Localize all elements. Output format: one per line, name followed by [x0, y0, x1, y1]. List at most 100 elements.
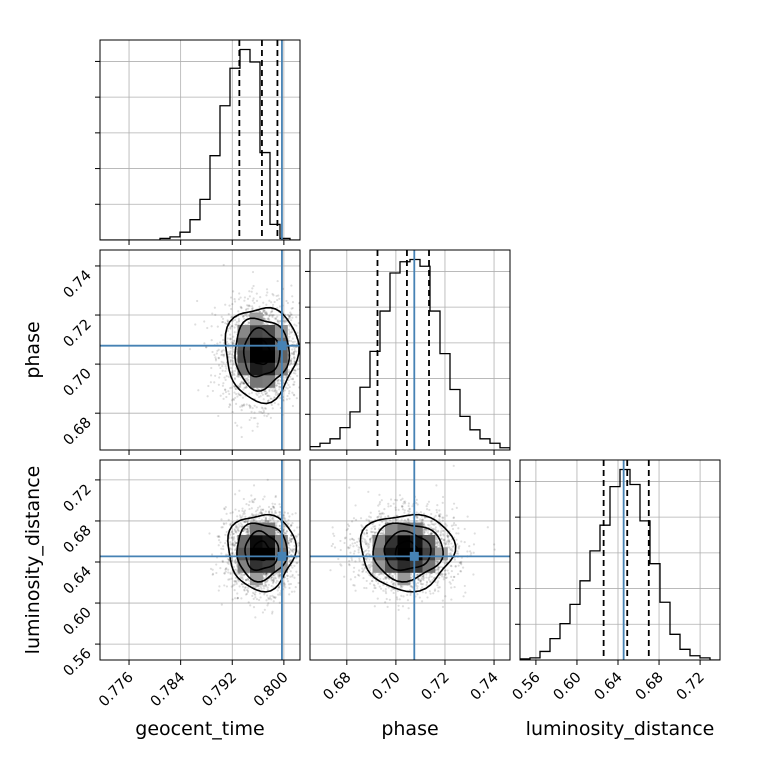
sample-point — [256, 394, 259, 397]
sample-point — [224, 567, 228, 570]
sample-point — [312, 372, 314, 374]
sample-point — [204, 346, 208, 349]
sample-point — [263, 390, 266, 393]
sample-point — [441, 573, 444, 576]
sample-point — [290, 284, 293, 287]
sample-point — [466, 515, 469, 518]
sample-point — [248, 304, 251, 308]
sample-point — [293, 590, 296, 593]
sample-point — [227, 405, 231, 409]
sample-point — [290, 540, 293, 543]
sample-point — [237, 392, 240, 395]
sample-point — [230, 585, 233, 588]
sample-point — [268, 388, 271, 391]
sample-point — [435, 568, 439, 571]
sample-point — [289, 359, 292, 362]
sample-point — [223, 572, 226, 575]
sample-point — [246, 376, 249, 379]
sample-point — [221, 384, 225, 387]
sample-point — [217, 534, 221, 538]
sample-point — [245, 528, 248, 531]
sample-point — [252, 297, 255, 300]
sample-point — [293, 357, 296, 360]
sample-point — [235, 321, 238, 324]
density-cell — [250, 535, 263, 548]
sample-point — [289, 524, 293, 527]
sample-point — [438, 509, 441, 512]
sample-point — [293, 369, 296, 372]
sample-point — [234, 530, 237, 533]
sample-point — [283, 511, 286, 514]
sample-point — [273, 390, 277, 393]
sample-point — [229, 533, 232, 536]
sample-point — [305, 327, 307, 329]
sample-point — [238, 393, 242, 397]
sample-point — [257, 513, 260, 516]
sample-point — [203, 320, 206, 323]
sample-point — [265, 572, 268, 575]
sample-point — [277, 294, 280, 297]
sample-point — [262, 309, 265, 312]
sample-point — [260, 512, 263, 515]
sample-point — [287, 337, 290, 340]
sample-point — [244, 308, 248, 312]
sample-point — [265, 585, 268, 588]
sample-point — [233, 377, 237, 380]
sample-point — [368, 515, 371, 518]
sample-point — [296, 526, 299, 529]
sample-point — [221, 365, 224, 368]
sample-point — [221, 369, 224, 372]
sample-point — [407, 617, 410, 620]
sample-point — [301, 375, 303, 377]
sample-point — [264, 572, 268, 576]
sample-point — [286, 394, 289, 398]
sample-point — [214, 313, 217, 317]
sample-point — [365, 552, 368, 556]
sample-point — [293, 576, 296, 579]
sample-point — [220, 552, 223, 555]
sample-point — [269, 515, 272, 518]
sample-point — [278, 305, 282, 308]
sample-point — [262, 310, 265, 314]
sample-point — [300, 325, 302, 327]
sample-point — [260, 512, 263, 515]
sample-point — [240, 523, 243, 526]
sample-point — [269, 416, 272, 419]
sample-point — [229, 572, 232, 575]
sample-point — [446, 569, 449, 572]
sample-point — [243, 296, 247, 299]
sample-point — [302, 331, 304, 333]
panel-hist-phase — [310, 250, 510, 450]
sample-point — [380, 532, 383, 535]
sample-point — [261, 508, 264, 511]
sample-point — [263, 572, 266, 576]
sample-point — [297, 386, 300, 389]
sample-point — [263, 309, 266, 312]
panel-2d-geocent-time-vs-phase — [100, 250, 314, 450]
sample-point — [232, 342, 235, 345]
sample-point — [247, 525, 250, 528]
sample-point — [239, 516, 242, 519]
sample-point — [246, 304, 249, 307]
sample-point — [234, 524, 238, 527]
sample-point — [278, 574, 281, 577]
sample-point — [245, 530, 249, 533]
sample-point — [216, 349, 219, 353]
density-cell — [237, 362, 251, 376]
sample-point — [247, 379, 250, 382]
sample-point — [265, 415, 269, 418]
sample-point — [294, 536, 297, 539]
sample-point — [266, 520, 269, 523]
sample-point — [233, 529, 236, 532]
sample-point — [222, 382, 225, 385]
sample-point — [225, 585, 229, 588]
panel-hist-geocent-time — [100, 40, 300, 240]
sample-point — [267, 413, 270, 416]
sample-point — [276, 298, 279, 302]
sample-point — [257, 585, 260, 588]
sample-point — [312, 401, 314, 403]
sample-point — [262, 587, 266, 590]
sample-point — [234, 579, 238, 583]
sample-point — [293, 351, 296, 354]
sample-point — [207, 384, 210, 388]
